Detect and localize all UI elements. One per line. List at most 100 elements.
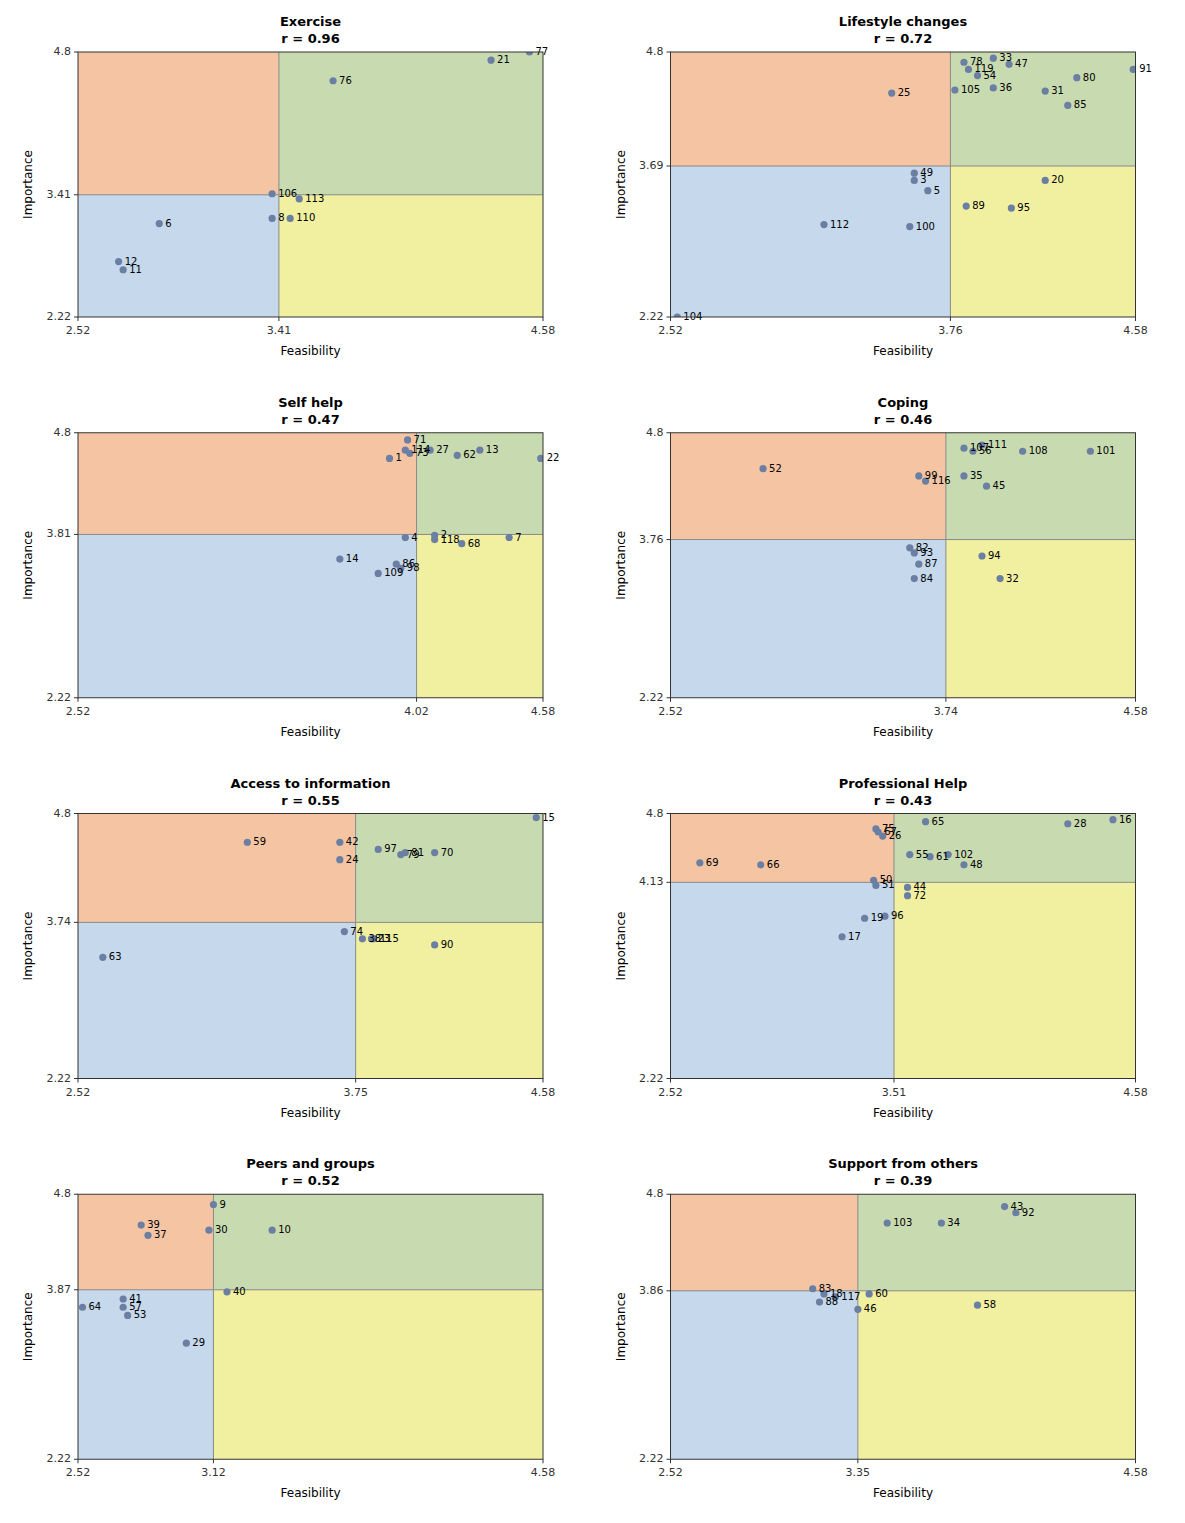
point-label: 56 [979,445,992,456]
x-tick-label: 4.58 [531,1466,556,1479]
point [402,534,409,541]
point-labels: 1111075610810152991163545829387849432 [769,439,1115,584]
point-label: 16 [1119,814,1132,825]
panel: 3378471195436318091105852549352089951121… [614,14,1152,358]
y-axis-label: Importance [614,150,628,219]
y-tick [74,317,78,318]
quadrant-upper-left [671,433,946,540]
point-label: 93 [920,547,933,558]
point [1008,205,1015,212]
point-label: 116 [932,475,951,486]
point-label: 100 [916,221,935,232]
quadrant-lower-left [78,1290,213,1459]
point-label: 95 [1017,202,1030,213]
panel: 155942978179702474381152390632.523.754.5… [21,776,555,1120]
point [866,1290,873,1297]
y-tick [667,1459,671,1460]
point [924,187,931,194]
x-axis-label: Feasibility [281,1486,341,1500]
point [124,1312,131,1319]
point-label: 31 [1051,85,1064,96]
point-label: 54 [983,70,996,81]
point-label: 34 [947,1217,960,1228]
point [938,1219,945,1226]
point [884,1219,891,1226]
point [960,445,967,452]
divider-vertical [857,1194,858,1459]
x-tick [670,317,671,321]
divider-vertical [893,814,894,1079]
subtitle: r = 0.39 [874,1173,932,1188]
x-tick-label: 2.52 [658,705,683,718]
point-label: 87 [925,558,938,569]
plot-frame [78,433,543,698]
point-label: 10 [278,1224,291,1235]
x-tick-label: 2.52 [658,1086,683,1099]
point-label: 88 [825,1296,838,1307]
point [506,534,513,541]
quadrant-upper-right [894,814,1136,883]
y-tick [667,317,671,318]
y-tick-label: 3.74 [47,915,72,928]
x-tick-label: 3.74 [934,705,959,718]
x-tick [670,1459,671,1463]
x-axis-label: Feasibility [873,1486,933,1500]
point-label: 17 [848,931,861,942]
x-tick [670,698,671,702]
y-tick [667,166,671,167]
point [454,452,461,459]
quadrant-lower-right [356,922,543,1078]
point-label: 28 [1074,818,1087,829]
point-label: 58 [983,1299,996,1310]
point-label: 103 [893,1217,912,1228]
x-tick [416,698,417,702]
x-axis-label: Feasibility [281,725,341,739]
quadrant-upper-right [279,52,543,195]
point-label: 45 [993,480,1006,491]
point-label: 1 [396,452,402,463]
point-label: 20 [1051,174,1064,185]
point [397,851,404,858]
point [183,1340,190,1347]
point [816,1298,823,1305]
point [990,55,997,62]
point [336,555,343,562]
point [287,215,294,222]
point [533,814,540,821]
point [476,447,483,454]
point-label: 110 [296,212,315,223]
x-tick [78,317,79,321]
plot-frame [78,1194,543,1459]
point [336,856,343,863]
point-label: 13 [486,444,499,455]
point [487,57,494,64]
x-tick-label: 2.52 [66,1466,91,1479]
x-tick-label: 4.58 [1123,324,1148,337]
quadrant-lower-right [279,195,543,317]
point-label: 47 [1015,58,1028,69]
point-label: 63 [109,951,122,962]
point-label: 96 [891,910,904,921]
point [960,861,967,868]
point-label: 8 [278,212,284,223]
subtitle: r = 0.46 [874,412,932,427]
quadrant-lower-right [894,882,1136,1078]
title: Exercise [280,14,341,29]
point [674,313,681,317]
point-label: 26 [889,830,902,841]
point [526,52,533,56]
point [888,89,895,96]
point-label: 21 [497,54,510,65]
point [386,455,393,462]
point-label: 3 [920,174,926,185]
title: Professional Help [839,776,968,791]
point-label: 52 [769,463,782,474]
quadrant-upper-left [671,814,894,883]
y-axis-label: Importance [21,531,35,600]
quadrant-upper-right [356,814,543,923]
point [375,846,382,853]
divider-horizontal [671,166,1136,167]
point-label: 94 [988,550,1001,561]
point-label: 90 [441,939,454,950]
point-label: 4 [411,532,417,543]
